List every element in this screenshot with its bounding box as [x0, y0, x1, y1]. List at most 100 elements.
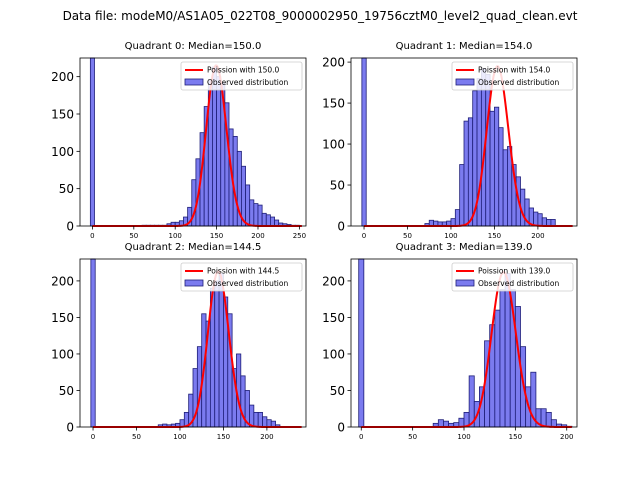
subplot-quadrant-0: Quadrant 0: Median=150.0 0 50 100 150 200 250… [51, 41, 307, 240]
histogram-bar [494, 309, 501, 428]
histogram-bar [498, 127, 504, 227]
x-tick-label: 150 [210, 232, 223, 240]
y-tick-label: 200 [51, 274, 74, 288]
histogram-bar [253, 203, 259, 227]
x-tick-label: 0 [91, 433, 95, 441]
histogram-bar [262, 416, 268, 428]
legend-observed-label: Observed distribution [478, 78, 559, 87]
x-tick-label: 200 [251, 232, 264, 240]
y-tick-label: 100 [322, 138, 345, 152]
histogram-bar [232, 135, 238, 227]
histogram-bar [216, 76, 222, 227]
legend-observed-label: Observed distribution [478, 279, 559, 288]
legend-quadrant-3: Poission with 139.0 Observed distributio… [451, 262, 574, 292]
x-tick-label: 100 [169, 232, 182, 240]
subplot-title-quadrant-3: Quadrant 3: Median=139.0 [396, 242, 533, 253]
y-tick-label: 150 [51, 311, 74, 325]
histogram-bar-zero [358, 258, 365, 428]
x-tick-label: 100 [173, 433, 186, 441]
y-tick-label: 150 [322, 97, 345, 111]
histogram-bar [489, 110, 495, 227]
x-tick-label: 100 [444, 232, 457, 240]
y-tick-label: 100 [51, 145, 74, 159]
histogram-bar [245, 184, 251, 227]
figure-suptitle: Data file: modeM0/AS1A05_022T08_90000029… [63, 9, 578, 23]
x-tick-label: 50 [132, 433, 141, 441]
legend-observed-label: Observed distribution [207, 279, 288, 288]
x-tick-label: 150 [509, 433, 522, 441]
legend-observed-swatch [184, 78, 204, 86]
y-tick-label: 100 [322, 347, 345, 361]
histogram-bar [541, 217, 547, 227]
histogram-bar [545, 411, 552, 428]
subplot-quadrant-2: Quadrant 2: Median=144.5 0 50 100 150 200 0 50… [51, 242, 307, 441]
x-tick-label: 50 [129, 232, 138, 240]
histogram-bar [476, 78, 482, 227]
y-tick-label: 100 [51, 347, 74, 361]
axes-frame [79, 258, 307, 428]
histogram-bar-zero [90, 258, 96, 428]
histogram-bar [218, 273, 224, 428]
x-tick-label: 0 [359, 433, 363, 441]
histogram-bar [467, 117, 474, 227]
legend-fit-label: Poission with 154.0 [478, 66, 551, 75]
legend-quadrant-2: Poission with 144.5 Observed distributio… [180, 262, 303, 292]
y-tick-label: 200 [51, 70, 74, 84]
subplot-title-quadrant-0: Quadrant 0: Median=150.0 [125, 41, 262, 52]
y-tick-label: 50 [59, 182, 74, 196]
histogram-bar [499, 289, 506, 428]
legend-observed-swatch [455, 279, 475, 287]
histogram-bar [266, 419, 272, 428]
histogram-bar [270, 216, 275, 227]
legend-quadrant-0: Poission with 150.0 Observed distributio… [180, 61, 303, 91]
histogram-bar [249, 199, 255, 227]
subplot-quadrant-3: Quadrant 3: Median=139.0 0 50 100 150 200 0 50… [322, 242, 578, 441]
legend-quadrant-1: Poission with 154.0 Observed distributio… [451, 61, 574, 91]
y-tick-label: 0 [66, 421, 74, 435]
x-tick-label: 0 [90, 232, 94, 240]
legend-fit-label: Poission with 139.0 [478, 267, 551, 276]
x-tick-label: 0 [362, 232, 366, 240]
histogram-bar [463, 120, 469, 227]
y-tick-label: 0 [337, 421, 345, 435]
y-tick-label: 0 [66, 220, 74, 234]
legend-box [451, 262, 574, 292]
histogram-bar [459, 164, 465, 227]
histogram-bar [494, 106, 500, 227]
subplot-title-quadrant-2: Quadrant 2: Median=144.5 [125, 242, 262, 253]
legend-observed-swatch [184, 279, 204, 287]
histogram-bar [454, 209, 461, 227]
histogram-bar [253, 411, 259, 428]
y-tick-label: 0 [337, 220, 345, 234]
x-tick-label: 150 [217, 433, 230, 441]
x-tick-label: 150 [488, 232, 501, 240]
histogram-bar [533, 211, 539, 227]
y-tick-label: 50 [59, 384, 74, 398]
plot-area [361, 57, 573, 227]
histogram-bar [249, 404, 255, 428]
histogram-bar [437, 419, 444, 428]
legend-observed-swatch [455, 78, 475, 86]
histogram-bar [265, 214, 271, 227]
y-tick-label: 200 [322, 56, 345, 70]
legend-box [180, 262, 303, 292]
histogram-bar [450, 218, 456, 227]
x-tick-label: 50 [403, 232, 412, 240]
x-tick-label: 50 [408, 433, 417, 441]
axes-frame [79, 57, 307, 227]
subplot-title-quadrant-1: Quadrant 1: Median=154.0 [396, 41, 533, 52]
histogram-bar [257, 204, 263, 227]
x-tick-label: 200 [531, 232, 544, 240]
x-tick-label: 250 [293, 232, 306, 240]
legend-box [180, 61, 303, 91]
histogram-bar [212, 66, 217, 227]
y-tick-label: 200 [322, 274, 345, 288]
histogram-bar [214, 280, 220, 428]
histogram-bar [537, 213, 543, 227]
histogram-bar-zero [89, 57, 95, 227]
legend-fit-label: Poission with 150.0 [207, 66, 280, 75]
histogram-bar [261, 212, 267, 227]
histogram-bar [468, 375, 475, 428]
histogram-bar [540, 408, 547, 428]
